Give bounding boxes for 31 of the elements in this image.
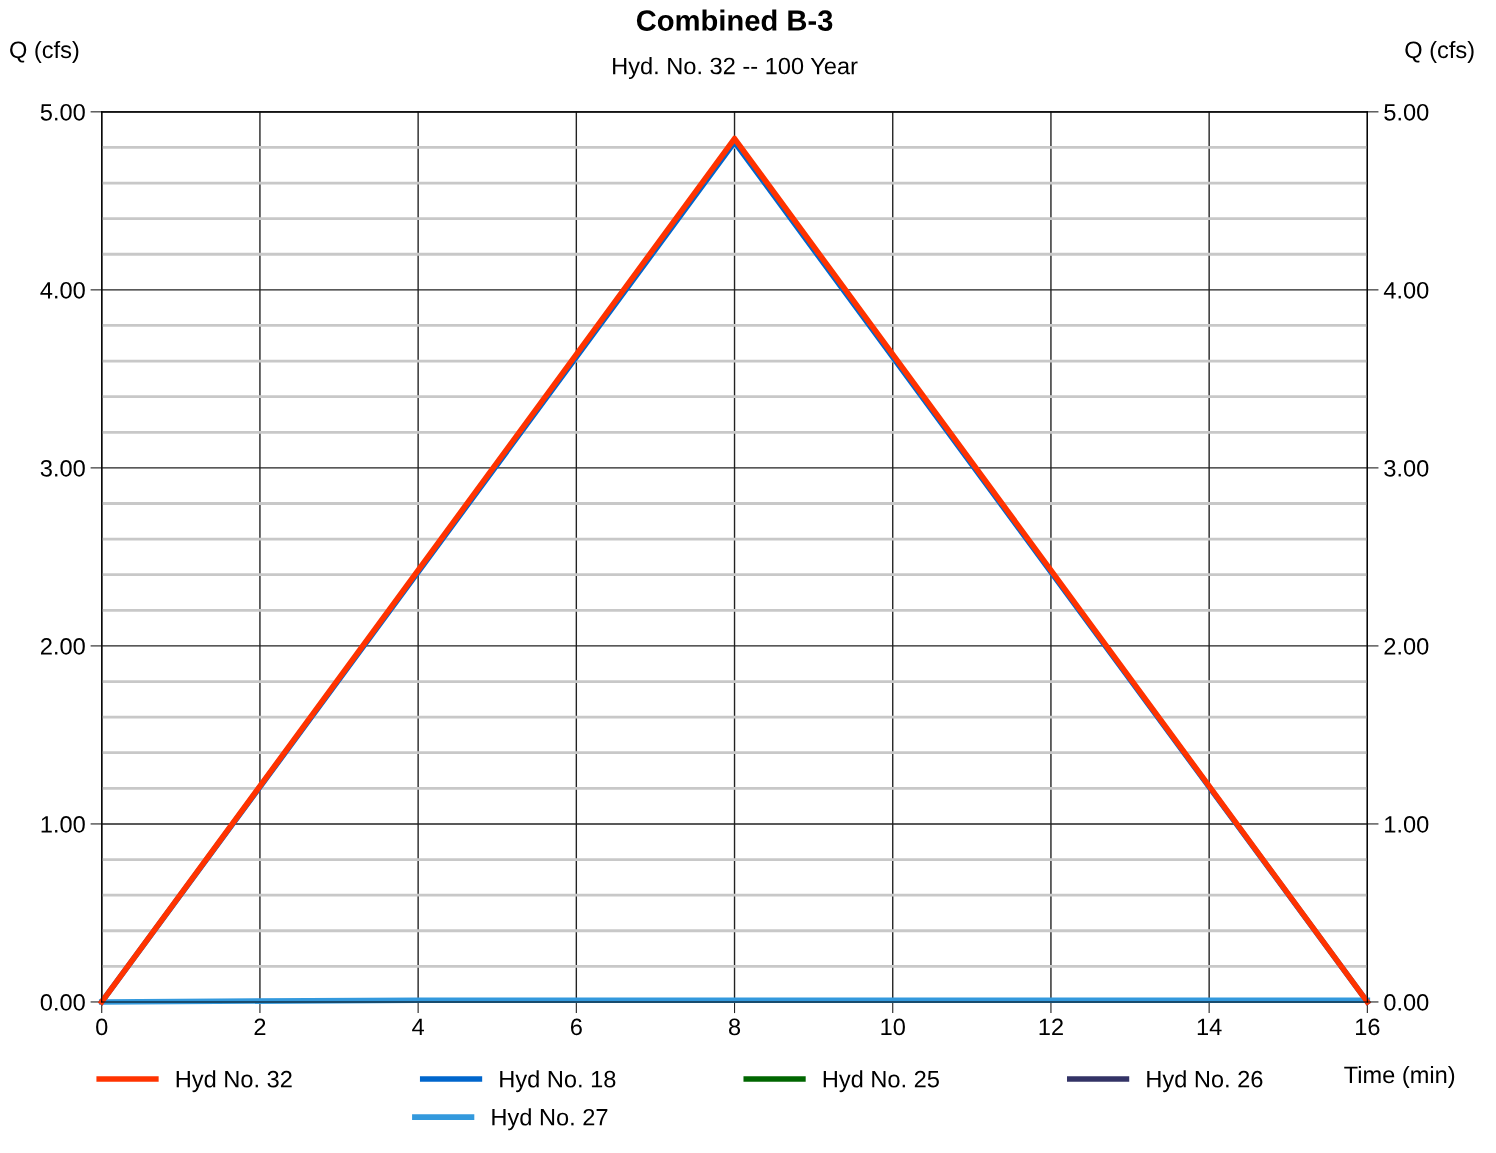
- y-axis-title: Q (cfs): [10, 40, 79, 63]
- legend-label: Hyd No. 27: [492, 1108, 608, 1131]
- y-tick-label: 5.00: [40, 103, 85, 121]
- y2-tick-label: 5.00: [1384, 103, 1429, 121]
- y-tick-label: 3.00: [40, 459, 85, 477]
- legend-label: Hyd No. 32: [176, 1070, 292, 1093]
- legend-label: Hyd No. 18: [500, 1070, 616, 1093]
- x-tick-label: 16: [1356, 1018, 1380, 1036]
- y2-tick-label: 1.00: [1385, 816, 1429, 833]
- chart-subtitle: Hyd. No. 32 -- 100 Year: [613, 57, 858, 80]
- x-axis-title: Time (min): [1344, 1065, 1455, 1088]
- x-tick-label: 4: [412, 1018, 425, 1036]
- x-tick-label: 2: [254, 1018, 266, 1036]
- y2-tick-label: 4.00: [1383, 281, 1429, 299]
- chart-title: Combined B-3: [636, 9, 833, 31]
- legend-label: Hyd No. 25: [823, 1070, 939, 1093]
- x-tick-label: 8: [729, 1018, 741, 1036]
- x-tick-label: 0: [96, 1018, 108, 1036]
- y2-tick-label: 0.00: [1384, 994, 1429, 1011]
- x-tick-label: 12: [1039, 1018, 1063, 1036]
- y-tick-label: 2.00: [40, 637, 85, 655]
- y2-tick-label: 3.00: [1384, 459, 1429, 477]
- y2-axis-title: Q (cfs): [1405, 40, 1474, 63]
- x-tick-label: 6: [570, 1018, 582, 1036]
- x-tick-label: 14: [1197, 1018, 1222, 1036]
- x-tick-label: 10: [881, 1018, 905, 1036]
- legend-label: Hyd No. 26: [1147, 1070, 1263, 1093]
- y-tick-label: 0.00: [40, 994, 85, 1011]
- y-tick-label: 4.00: [40, 281, 85, 299]
- y2-tick-label: 2.00: [1384, 637, 1429, 655]
- y-tick-label: 1.00: [41, 816, 85, 833]
